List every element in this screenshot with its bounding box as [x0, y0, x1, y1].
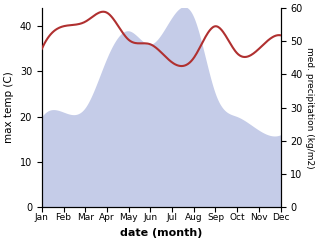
Y-axis label: max temp (C): max temp (C) — [4, 72, 14, 144]
Y-axis label: med. precipitation (kg/m2): med. precipitation (kg/m2) — [305, 47, 314, 168]
X-axis label: date (month): date (month) — [120, 228, 203, 238]
